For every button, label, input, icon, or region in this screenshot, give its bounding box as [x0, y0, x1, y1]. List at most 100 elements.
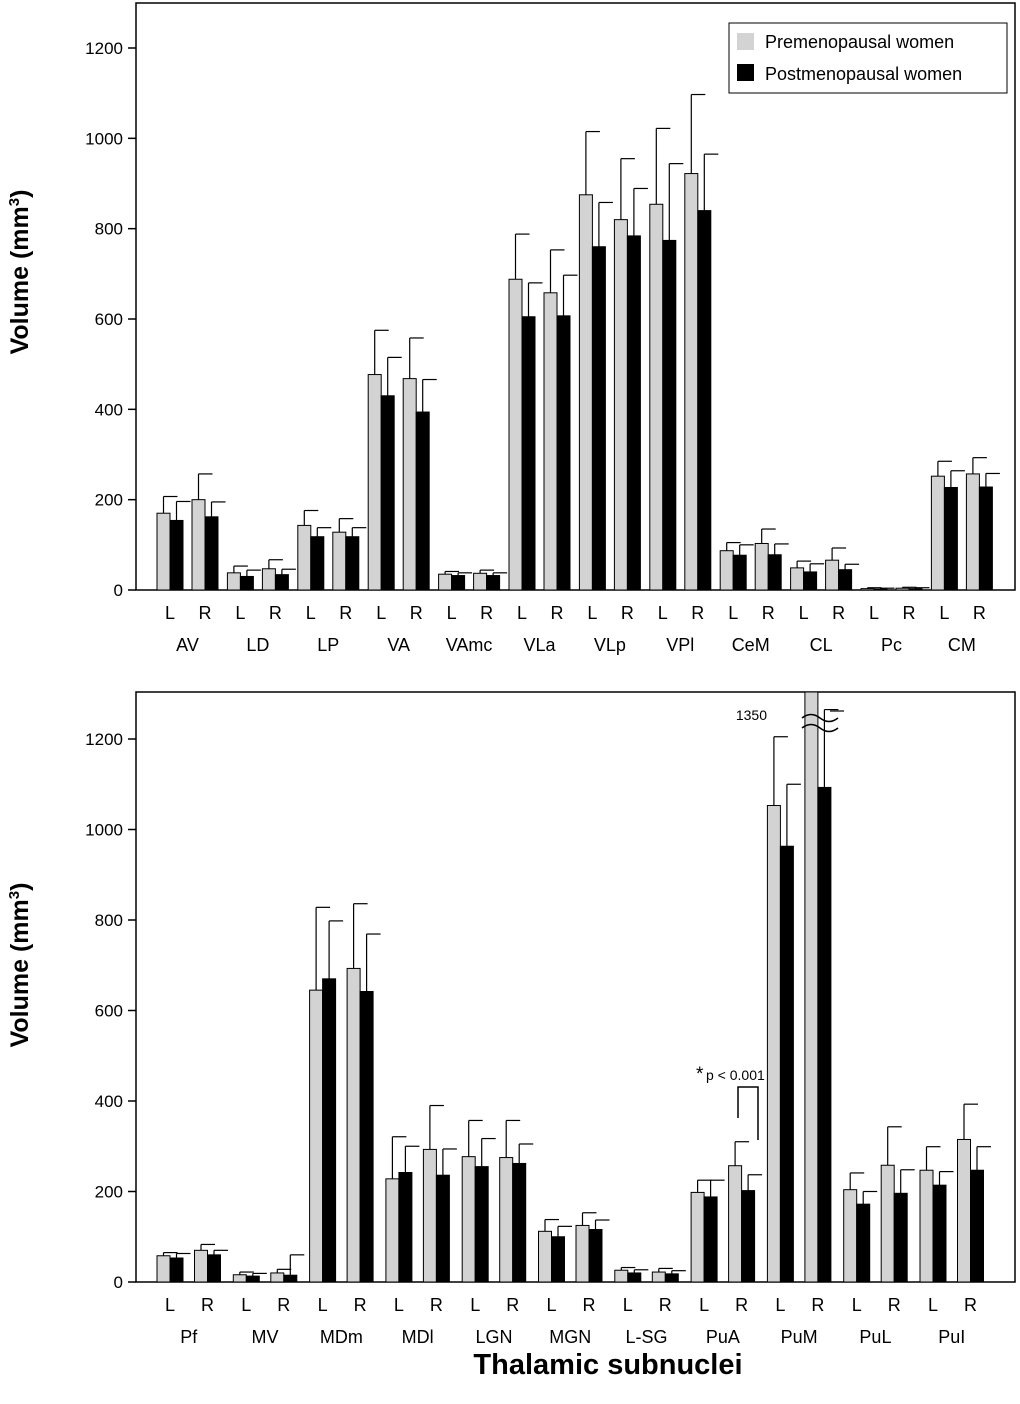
- axis-break-mark: [801, 713, 839, 733]
- bar-post-ld-r: [274, 574, 289, 591]
- category-label: MGN: [549, 1327, 591, 1347]
- bar-post-pf-r: [207, 1254, 221, 1283]
- category-label: MDl: [402, 1327, 434, 1347]
- bar-pre-cem-l: [719, 550, 734, 591]
- bar-post-vla-r: [556, 315, 571, 591]
- y-tick-label: 400: [95, 400, 123, 419]
- bar-pre-lgn-r: [499, 1157, 514, 1283]
- bar-pre-pui-r: [957, 1138, 971, 1283]
- bar-post-cl-l: [803, 571, 818, 591]
- category-label: CM: [948, 635, 976, 655]
- side-label: R: [691, 603, 704, 623]
- side-label: L: [587, 603, 597, 623]
- bar-post-mdm-r: [359, 990, 374, 1283]
- bar-pre-vlp-l: [578, 194, 593, 591]
- bar-pre-vpl-l: [649, 203, 664, 591]
- bar-pre-pul-l: [843, 1189, 858, 1283]
- bar-post-mdl-r: [435, 1174, 450, 1283]
- y-tick-label: 600: [95, 1002, 123, 1021]
- side-label: R: [888, 1295, 901, 1315]
- bar-post-pf-l: [169, 1257, 184, 1283]
- bar-pre-pf-l: [156, 1255, 171, 1283]
- bar-post-vlp-l: [591, 246, 606, 591]
- bar-post-ld-l: [239, 575, 254, 591]
- side-label: L: [775, 1295, 785, 1315]
- bar-pre-pc-l: [860, 588, 875, 591]
- bar-pre-mdl-l: [385, 1178, 400, 1283]
- bar-pre-vla-l: [508, 278, 523, 591]
- side-label: L: [165, 603, 175, 623]
- x-axis-title: Thalamic subnuclei: [473, 1349, 742, 1381]
- category-label: VA: [387, 635, 410, 655]
- bar-pre-cm-l: [930, 475, 945, 591]
- bar-post-pua-l: [703, 1196, 718, 1283]
- category-label: CL: [810, 635, 833, 655]
- side-label: L: [699, 1295, 709, 1315]
- bar-pre-pum-l: [766, 805, 781, 1283]
- category-label: VLp: [594, 635, 626, 655]
- side-label: R: [201, 1295, 214, 1315]
- bar-post-vamc-r: [486, 575, 501, 591]
- side-label: L: [394, 1295, 404, 1315]
- y-tick-label: 800: [95, 220, 123, 239]
- bar-pre-pui-l: [919, 1169, 934, 1283]
- legend-pre-label: Premenopausal women: [765, 32, 954, 52]
- bar-post-av-r: [204, 516, 219, 591]
- bar-post-l-sg-l: [627, 1272, 642, 1283]
- side-label: R: [339, 603, 352, 623]
- side-label: L: [869, 603, 879, 623]
- bar-pre-lp-l: [297, 524, 312, 591]
- side-label: R: [735, 1295, 748, 1315]
- side-label: L: [241, 1295, 251, 1315]
- bar-post-vpl-l: [662, 239, 677, 591]
- category-label: PuM: [781, 1327, 818, 1347]
- bar-post-pc-r: [908, 588, 923, 591]
- category-label: LGN: [475, 1327, 512, 1347]
- bottom-ylabel: Volume (mm3): [6, 883, 34, 1048]
- bar-pre-vamc-l: [438, 573, 453, 591]
- bar-post-mgn-r: [588, 1229, 603, 1283]
- y-tick-label: 0: [114, 1273, 123, 1292]
- significance-star: *: [696, 1064, 704, 1085]
- category-label: MV: [252, 1327, 279, 1347]
- bar-post-pul-l: [856, 1203, 871, 1283]
- category-label: PuI: [938, 1327, 965, 1347]
- bar-post-lp-r: [345, 536, 360, 591]
- category-label: Pf: [180, 1327, 198, 1347]
- y-tick-label: 0: [114, 581, 123, 600]
- bar-post-vlp-r: [626, 235, 641, 591]
- side-label: R: [811, 1295, 824, 1315]
- bar-post-va-r: [415, 411, 430, 591]
- category-label: L-SG: [626, 1327, 668, 1347]
- bar-post-vpl-r: [697, 210, 712, 591]
- bar-pre-pua-r: [728, 1165, 743, 1283]
- side-label: R: [354, 1295, 367, 1315]
- category-label: LP: [317, 635, 339, 655]
- side-label: L: [306, 603, 316, 623]
- side-label: L: [470, 1295, 480, 1315]
- bar-pre-vamc-r: [473, 572, 488, 591]
- bar-post-mdm-l: [322, 978, 337, 1283]
- bar-pre-pf-r: [194, 1249, 208, 1283]
- bar-pre-vla-r: [543, 292, 558, 591]
- side-label: L: [235, 603, 245, 623]
- side-label: R: [659, 1295, 672, 1315]
- category-label: Pc: [881, 635, 902, 655]
- bar-pre-va-r: [402, 378, 417, 591]
- side-label: L: [623, 1295, 633, 1315]
- y-tick-label: 400: [95, 1092, 123, 1111]
- bar-pre-cm-r: [965, 473, 980, 591]
- bar-pre-vpl-r: [684, 173, 699, 591]
- significance-text: p < 0.001: [706, 1067, 765, 1083]
- side-label: R: [973, 603, 986, 623]
- annotations: 1350 * p < 0.001: [696, 707, 839, 1140]
- side-label: L: [728, 603, 738, 623]
- bar-post-pc-l: [873, 588, 888, 591]
- bar-pre-mv-l: [232, 1274, 247, 1283]
- side-label: L: [939, 603, 949, 623]
- y-tick-label: 200: [95, 491, 123, 510]
- top-bars: [156, 93, 1000, 591]
- y-tick-label: 800: [95, 911, 123, 930]
